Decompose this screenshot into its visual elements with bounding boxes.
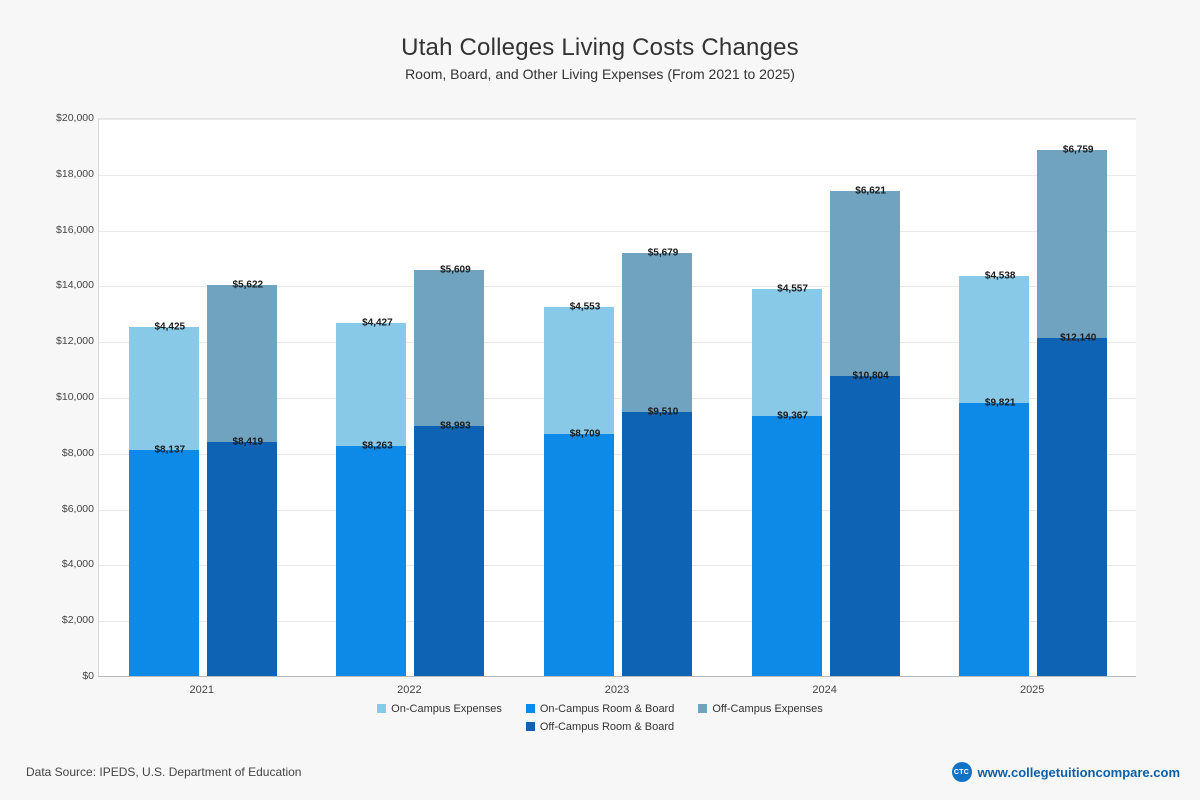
gridline — [99, 565, 1136, 567]
bar-segment[interactable] — [128, 449, 199, 677]
legend-swatch-icon — [525, 704, 535, 713]
legend-swatch-icon — [525, 722, 535, 731]
brand-footer[interactable]: CTC www.collegetuitioncompare.com — [951, 762, 1181, 782]
legend-item[interactable]: Off-Campus Expenses — [698, 700, 823, 718]
chart-subtitle: Room, Board, and Other Living Expenses (… — [405, 66, 795, 82]
brand-logo-icon: CTC — [951, 762, 972, 782]
bar-value-label: $4,538 — [984, 270, 1016, 282]
bar-value-label: $9,821 — [984, 397, 1016, 409]
y-axis-tick-label: $0 — [82, 670, 94, 682]
bar-value-label: $5,679 — [647, 247, 679, 259]
gridline — [99, 119, 1136, 120]
y-axis-tick-label: $18,000 — [56, 167, 94, 180]
y-axis-tick-label: $12,000 — [56, 335, 94, 348]
gridline — [99, 174, 1136, 176]
bar-segment[interactable] — [544, 434, 614, 677]
bar-segment[interactable] — [206, 442, 277, 677]
bar-value-label: $5,609 — [440, 264, 471, 276]
legend-label: On-Campus Room & Board — [539, 703, 675, 715]
y-axis-tick-label: $4,000 — [61, 558, 94, 571]
bar-segment[interactable] — [1037, 149, 1108, 339]
bar-value-label: $8,993 — [440, 420, 471, 432]
bar-value-label: $5,622 — [232, 279, 264, 291]
data-source-note: Data Source: IPEDS, U.S. Department of E… — [26, 765, 302, 779]
plot-area: $8,137 $4,425 $8,419 $5,622 $8,263 $4,427 $8,9… — [98, 118, 1136, 677]
chart-legend: On-Campus Expenses On-Campus Room & Board… — [0, 700, 1200, 736]
legend-item[interactable]: Off-Campus Room & Board — [525, 718, 675, 736]
y-axis-tick-label: $8,000 — [61, 446, 94, 459]
legend-swatch-icon — [377, 704, 387, 713]
legend-swatch-icon — [698, 704, 708, 713]
brand-url-label: www.collegetuitioncompare.com — [977, 764, 1181, 780]
bar-segment[interactable] — [751, 288, 822, 416]
bar-segment[interactable] — [128, 326, 199, 450]
bar-value-label: $8,709 — [569, 428, 601, 440]
legend-row: On-Campus Expenses On-Campus Room & Board… — [0, 700, 1200, 718]
y-axis-tick-label: $10,000 — [56, 391, 94, 403]
x-axis-tick-label: 2025 — [1019, 684, 1045, 696]
gridline — [99, 509, 1136, 511]
bar-segment[interactable] — [336, 446, 407, 677]
gridline — [99, 286, 1136, 288]
y-axis-tick-label: $16,000 — [56, 223, 94, 236]
legend-row: Off-Campus Room & Board — [0, 718, 1200, 736]
x-axis-tick-label: 2021 — [189, 684, 215, 696]
bar-segment[interactable] — [206, 285, 277, 443]
bar-segment[interactable] — [336, 322, 407, 447]
bar-segment[interactable] — [544, 306, 614, 434]
x-axis-tick-label: 2023 — [604, 684, 630, 696]
bar-value-label: $4,557 — [777, 283, 808, 295]
y-axis-tick-label: $6,000 — [61, 502, 94, 515]
page-title: Utah Colleges Living Costs Changes — [401, 34, 799, 61]
bar-value-label: $10,804 — [852, 370, 889, 382]
bar-segment[interactable] — [751, 415, 822, 677]
gridline — [99, 453, 1136, 455]
bar-segment[interactable] — [829, 190, 900, 376]
x-axis-line — [98, 676, 1136, 677]
bar-segment[interactable] — [414, 426, 485, 677]
bar-value-label: $8,263 — [362, 440, 393, 452]
legend-label: Off-Campus Room & Board — [539, 721, 675, 733]
y-axis-tick-label: $2,000 — [61, 614, 94, 627]
gridline — [99, 621, 1136, 623]
bar-segment[interactable] — [829, 375, 900, 677]
y-axis-tick-label: $14,000 — [56, 279, 94, 292]
legend-item[interactable]: On-Campus Expenses — [377, 700, 502, 718]
gridline — [99, 398, 1136, 399]
gridline — [99, 230, 1136, 232]
legend-label: Off-Campus Expenses — [712, 703, 823, 715]
bar-value-label: $8,137 — [154, 444, 186, 456]
bar-segment[interactable] — [959, 402, 1030, 677]
bar-segment[interactable] — [959, 276, 1030, 403]
bar-value-label: $8,419 — [232, 436, 264, 448]
bar-segment[interactable] — [414, 269, 485, 427]
bar-value-label: $6,621 — [855, 185, 886, 197]
y-axis-tick-label: $20,000 — [56, 112, 94, 124]
bar-segment[interactable] — [622, 411, 692, 677]
bar-value-label: $9,510 — [647, 406, 679, 418]
bar-segment[interactable] — [1037, 338, 1108, 677]
x-axis-tick-label: 2022 — [397, 684, 422, 696]
legend-label: On-Campus Expenses — [391, 703, 502, 715]
x-axis-tick-label: 2024 — [812, 684, 837, 696]
bar-value-label: $12,140 — [1060, 332, 1097, 344]
bar-value-label: $4,553 — [569, 301, 601, 313]
bar-segment[interactable] — [622, 253, 692, 412]
bar-value-label: $4,427 — [362, 317, 393, 329]
bar-value-label: $9,367 — [777, 410, 808, 422]
legend-item[interactable]: On-Campus Room & Board — [525, 700, 675, 718]
bar-value-label: $6,759 — [1062, 144, 1094, 156]
gridline — [99, 342, 1136, 344]
bar-value-label: $4,425 — [154, 321, 186, 333]
